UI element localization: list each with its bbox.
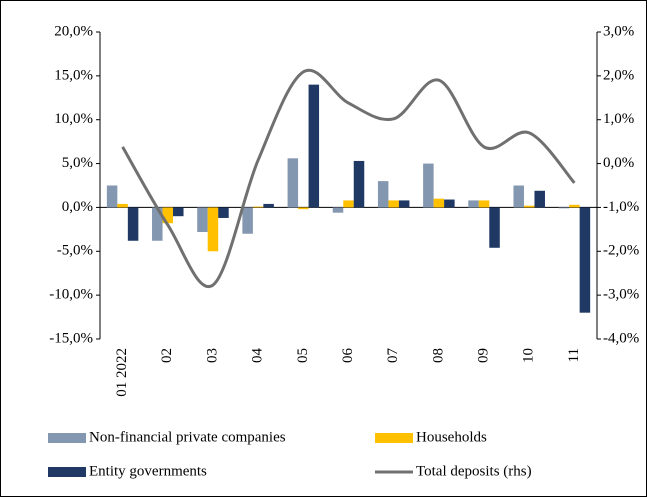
bar (513, 185, 524, 208)
bar (478, 200, 490, 208)
y2-tick-label: 1,0% (603, 111, 634, 127)
x-tick-label: 03 (204, 348, 220, 363)
legend-swatch (48, 433, 86, 443)
bar (433, 198, 445, 208)
bar (308, 84, 320, 208)
legend-label: Total deposits (rhs) (416, 463, 532, 479)
x-tick-label: 04 (250, 348, 266, 364)
y2-tick-label: -2,0% (603, 243, 639, 259)
y2-tick-label: 2,0% (603, 67, 634, 83)
y2-tick-label: -4,0% (603, 330, 639, 346)
x-tick-label: 05 (295, 348, 311, 363)
bar (162, 207, 174, 224)
x-tick-label: 01 2022 (114, 348, 130, 397)
x-tick-label: 06 (340, 348, 356, 364)
y-tick-label: 20,0% (54, 23, 93, 39)
bar (117, 203, 128, 208)
x-tick-label: 09 (475, 348, 491, 363)
bar (534, 190, 545, 208)
bar (173, 207, 184, 217)
line (121, 68, 576, 289)
y2-tick-label: 3,0% (603, 23, 634, 39)
legend-swatch (48, 467, 86, 477)
y-tick-label: -10,0% (49, 287, 93, 303)
bar (558, 207, 570, 209)
bar (152, 207, 163, 241)
x-tick-label: 11 (566, 348, 582, 362)
y-tick-label: 10,0% (54, 111, 93, 127)
y-tick-label: -15,0% (49, 330, 93, 346)
legend-label: Non-financial private companies (89, 429, 286, 445)
bar (489, 207, 500, 248)
y2-tick-label: -3,0% (603, 287, 639, 303)
x-tick-label: 08 (430, 348, 446, 363)
bar (242, 207, 253, 234)
bar (207, 207, 219, 252)
bar (298, 207, 309, 210)
bar (468, 200, 479, 208)
y-tick-label: 0,0% (62, 199, 93, 215)
bar (398, 200, 410, 208)
x-tick-label: 02 (159, 348, 175, 363)
bar (444, 199, 455, 208)
legend-label: Households (416, 429, 487, 445)
bar (197, 207, 208, 232)
y-tick-label: 5,0% (62, 155, 93, 171)
bar (423, 163, 434, 208)
bar (127, 207, 139, 241)
y-tick-label: 15,0% (54, 67, 93, 83)
bar (106, 185, 118, 208)
bar (263, 203, 274, 208)
bar (332, 207, 344, 213)
bar (377, 181, 389, 208)
bar (252, 206, 264, 208)
bar (569, 204, 580, 208)
legend-label: Entity governments (89, 463, 207, 479)
bar (388, 200, 399, 208)
legend-swatch (375, 433, 413, 443)
bar (579, 207, 591, 313)
y-tick-label: -5,0% (57, 243, 93, 259)
x-tick-label: 10 (521, 348, 537, 363)
y2-tick-label: -1,0% (603, 199, 639, 215)
bar (287, 158, 299, 208)
bar (353, 160, 365, 208)
bar (343, 200, 354, 208)
x-tick-label: 07 (385, 348, 401, 364)
bar (523, 205, 535, 208)
y2-tick-label: 0,0% (603, 155, 634, 171)
bar (218, 207, 229, 218)
